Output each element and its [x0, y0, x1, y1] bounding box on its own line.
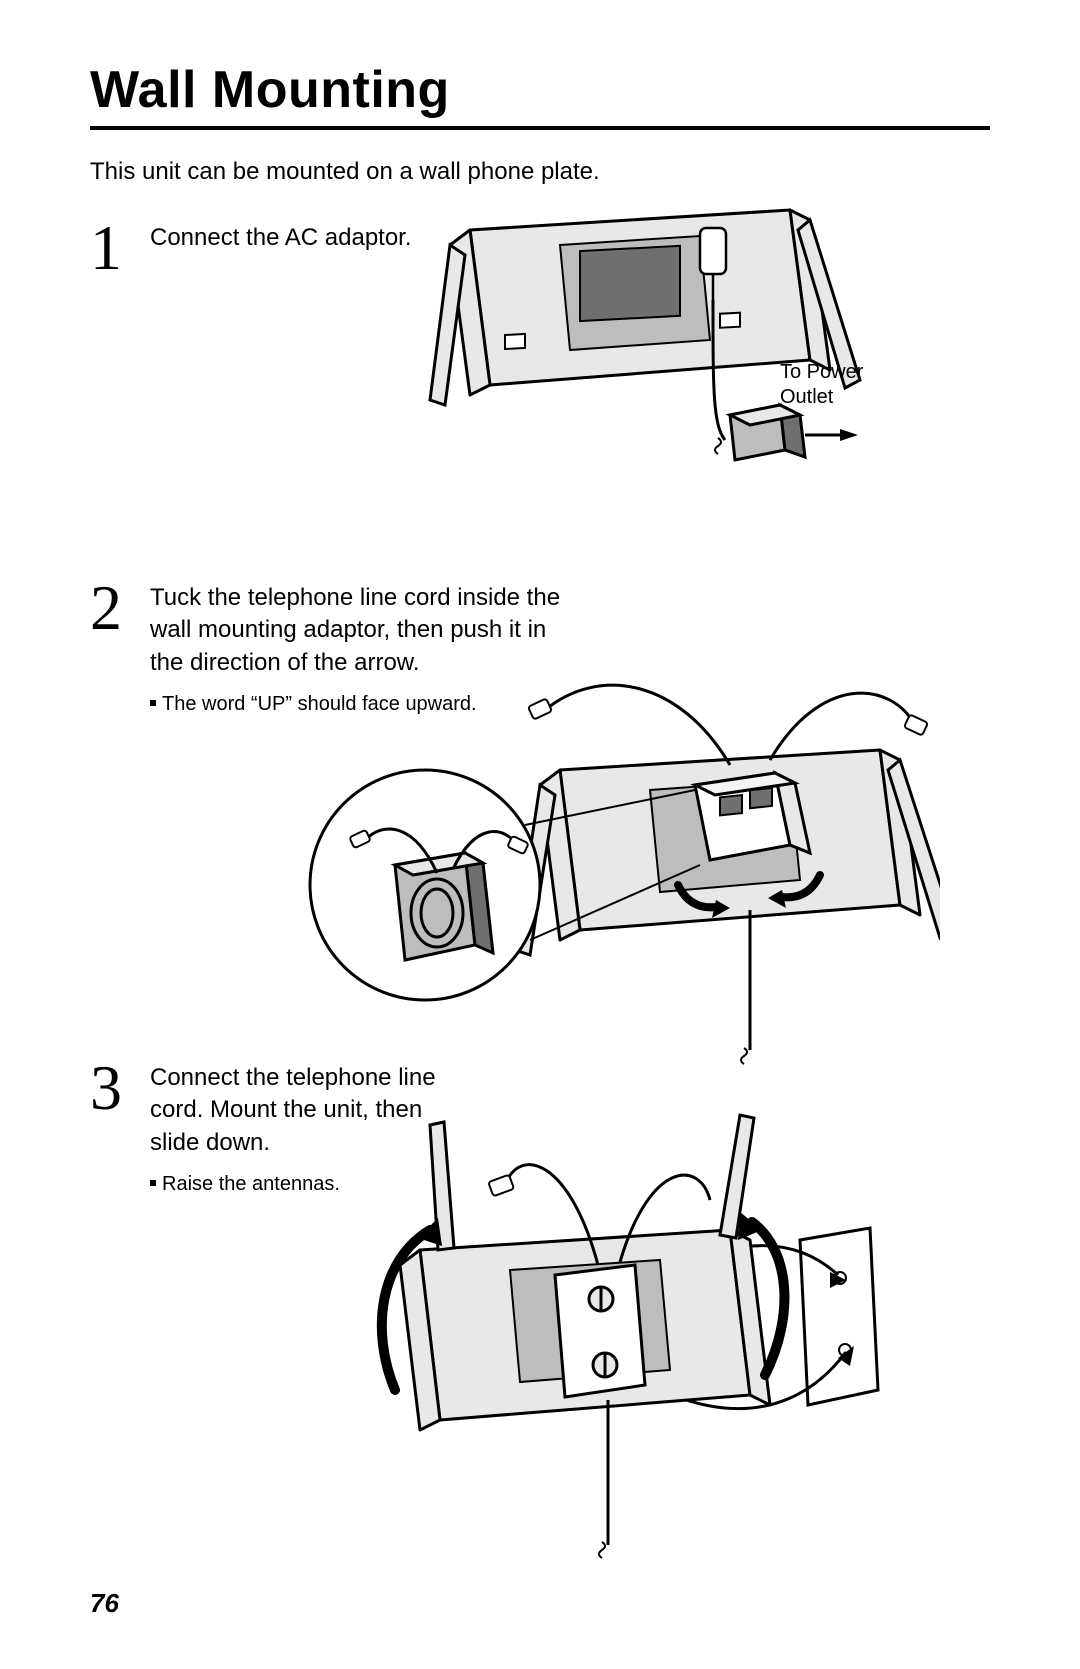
- power-label-line2: Outlet: [780, 386, 833, 408]
- power-outlet-label: To Power Outlet: [780, 360, 900, 410]
- step-note-text: Raise the antennas.: [162, 1173, 340, 1195]
- bullet-icon: [150, 1180, 156, 1186]
- manual-page: Wall Mounting This unit can be mounted o…: [0, 0, 1080, 1669]
- title-rule: [90, 126, 990, 130]
- step-number: 1: [90, 216, 150, 280]
- step-number: 3: [90, 1056, 150, 1120]
- page-number: 76: [90, 1588, 119, 1619]
- page-title: Wall Mounting: [90, 60, 990, 120]
- figure-3: [360, 1090, 940, 1560]
- mount-slide-illustration: [360, 1090, 940, 1560]
- figure-1: [410, 190, 930, 510]
- power-label-line1: To Power: [780, 361, 863, 383]
- bullet-icon: [150, 700, 156, 706]
- adaptor-insert-illustration: [300, 650, 940, 1070]
- figure-2: [300, 650, 940, 1070]
- device-ac-illustration: [410, 190, 930, 510]
- intro-text: This unit can be mounted on a wall phone…: [90, 158, 990, 186]
- step-number: 2: [90, 576, 150, 640]
